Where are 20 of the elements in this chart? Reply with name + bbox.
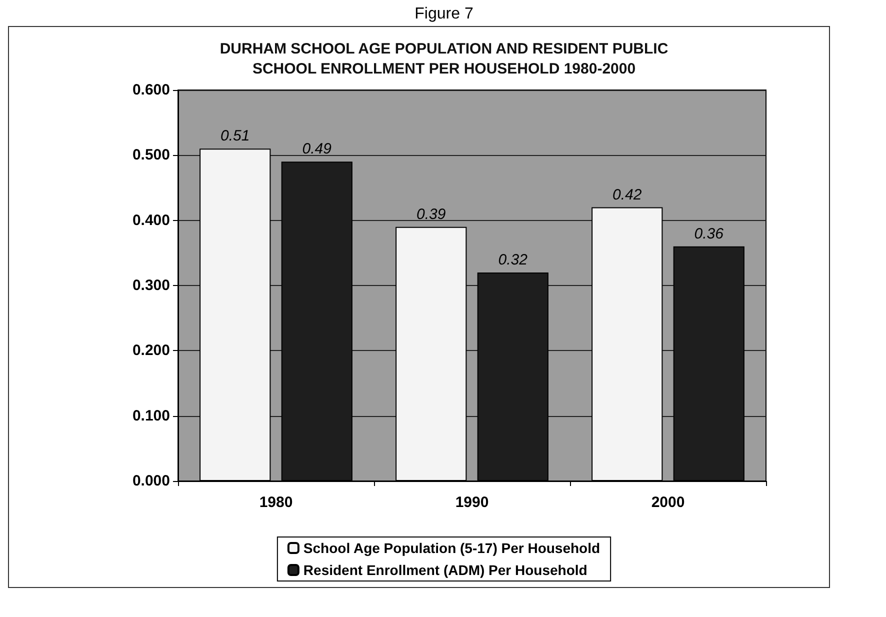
- data-label: 0.51: [220, 128, 250, 145]
- y-tick-label: 0.200: [132, 342, 170, 360]
- data-label: 0.49: [302, 140, 332, 158]
- y-tick-label: 0.400: [132, 212, 170, 229]
- x-tick-label: 1990: [455, 494, 489, 511]
- y-tick-label: 0.000: [132, 472, 170, 490]
- data-label: 0.36: [694, 225, 724, 242]
- y-tick-label: 0.500: [132, 146, 170, 164]
- y-tick-label: 0.600: [132, 82, 170, 98]
- legend-label: Resident Enrollment (ADM) Per Household: [303, 562, 588, 578]
- x-tick-label: 2000: [651, 494, 685, 511]
- y-tick-label: 0.300: [132, 277, 170, 294]
- chart-title: DURHAM SCHOOL AGE POPULATION AND RESIDENT PUBLIC SCHOOL ENROLLMENT PER HOUSEHOLD 1980-2000: [220, 40, 668, 78]
- y-tick-label: 0.100: [132, 407, 170, 424]
- caption: Figure 7: [414, 6, 474, 22]
- legend-label: School Age Population (5-17) Per Household: [303, 540, 600, 556]
- data-label: 0.39: [416, 206, 446, 223]
- data-label: 0.42: [612, 186, 642, 204]
- data-label: 0.32: [498, 251, 528, 268]
- x-tick-label: 1980: [259, 494, 293, 511]
